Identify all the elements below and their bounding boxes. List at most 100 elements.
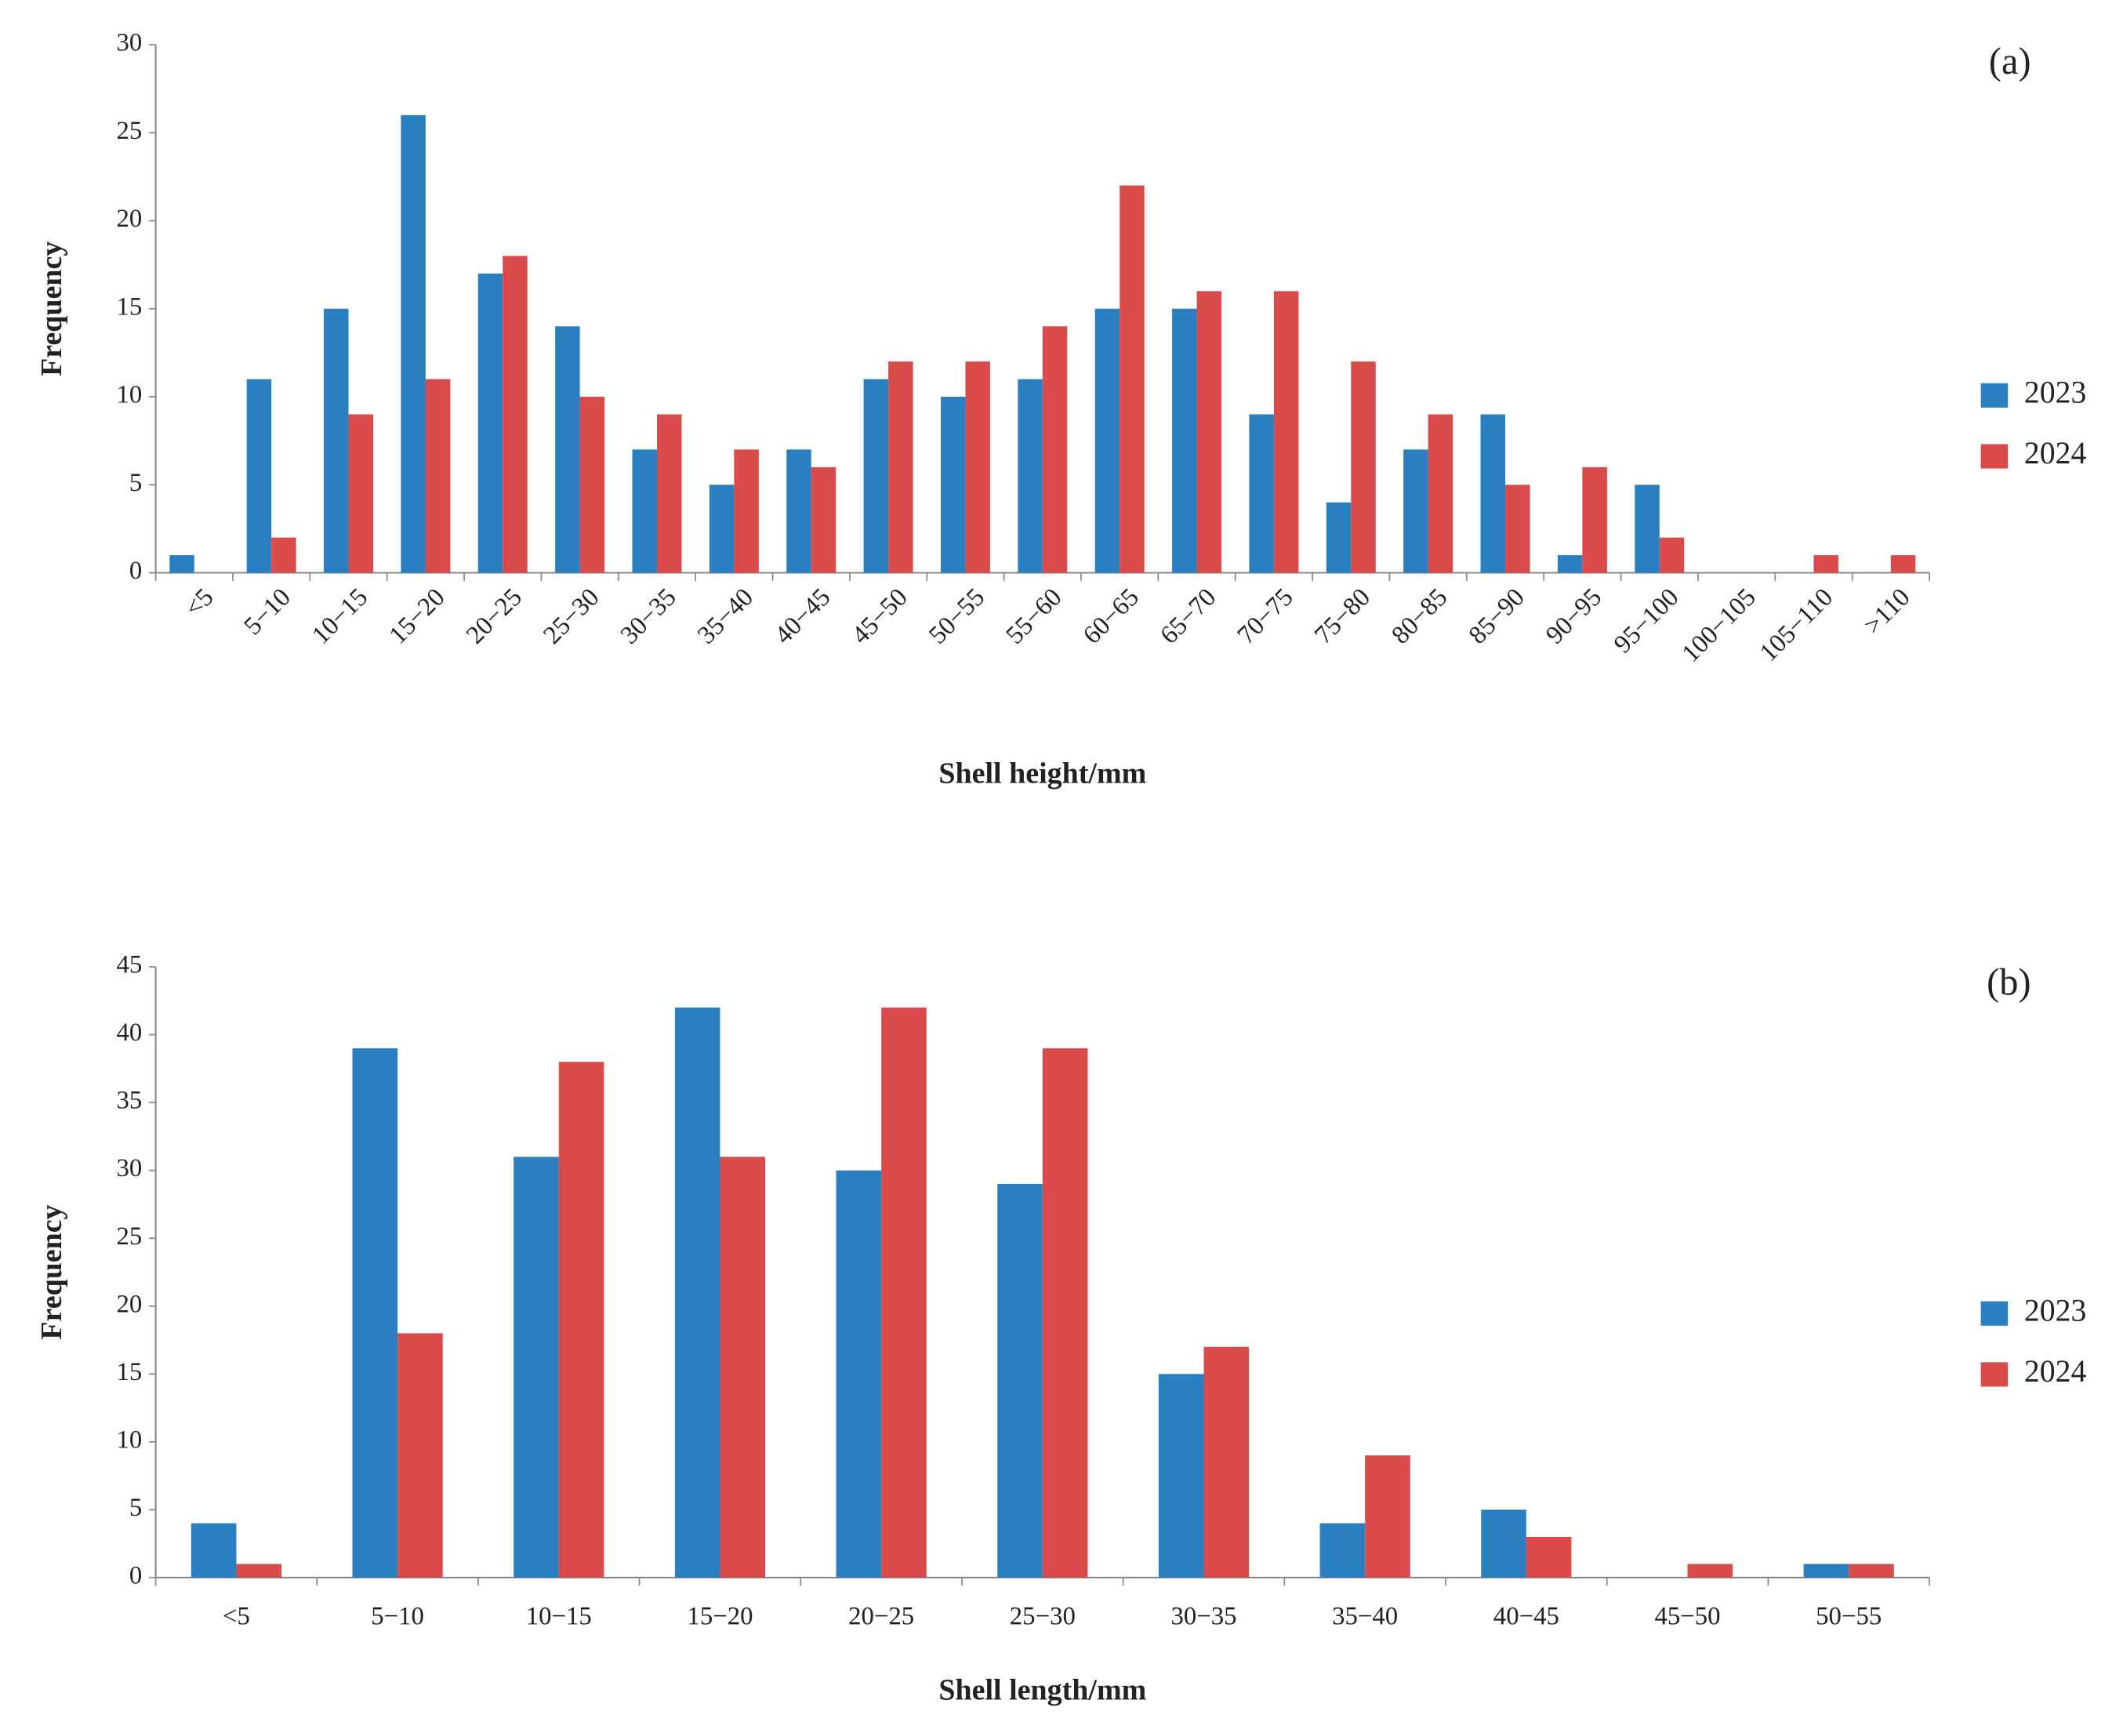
x-tick-label: 5−10 bbox=[371, 1602, 424, 1630]
x-tick-label: 95−100 bbox=[1609, 583, 1685, 659]
bar bbox=[1635, 485, 1660, 573]
x-tick-label: 20−25 bbox=[461, 583, 528, 650]
legend-label: 2023 bbox=[2024, 375, 2086, 409]
bar bbox=[503, 256, 528, 573]
x-tick-label: <5 bbox=[180, 583, 219, 623]
bar bbox=[1351, 361, 1376, 573]
bar bbox=[888, 361, 913, 573]
bar bbox=[348, 414, 374, 573]
bar bbox=[709, 485, 735, 573]
x-tick-label: 40−45 bbox=[770, 583, 836, 650]
bar bbox=[811, 467, 836, 573]
y-tick-label: 10 bbox=[117, 1425, 143, 1454]
x-axis-title: Shell length/mm bbox=[938, 1673, 1146, 1706]
bar bbox=[1158, 1374, 1204, 1578]
y-tick-label: 20 bbox=[117, 1290, 143, 1318]
bar bbox=[863, 379, 889, 573]
x-tick-label: 5−10 bbox=[239, 583, 296, 641]
x-tick-label: 10−15 bbox=[526, 1602, 592, 1630]
x-tick-label: 15−20 bbox=[687, 1602, 753, 1630]
x-tick-label: 55−60 bbox=[1001, 583, 1068, 650]
y-tick-label: 30 bbox=[117, 29, 143, 57]
bar bbox=[656, 414, 682, 573]
y-tick-label: 15 bbox=[117, 1358, 143, 1386]
bar bbox=[1326, 502, 1352, 573]
bar bbox=[1428, 414, 1453, 573]
bar bbox=[1365, 1455, 1410, 1578]
y-tick-label: 0 bbox=[129, 557, 142, 585]
bar bbox=[555, 326, 580, 573]
bar bbox=[881, 1007, 927, 1578]
x-tick-label: 25−30 bbox=[1010, 1602, 1076, 1630]
bar bbox=[940, 397, 966, 573]
bar bbox=[836, 1170, 882, 1578]
bar bbox=[632, 449, 657, 573]
bar bbox=[352, 1048, 398, 1578]
bar bbox=[1273, 291, 1299, 573]
bar bbox=[1813, 555, 1838, 573]
x-tick-label: 70−75 bbox=[1232, 583, 1299, 650]
x-tick-label: 30−35 bbox=[615, 583, 682, 650]
x-tick-label: >110 bbox=[1859, 583, 1915, 640]
bar bbox=[1803, 1563, 1849, 1578]
x-axis-title: Shell height/mm bbox=[938, 757, 1146, 790]
bar bbox=[1403, 449, 1428, 573]
bar bbox=[1890, 555, 1916, 573]
bar bbox=[1094, 308, 1120, 573]
bar bbox=[1120, 185, 1145, 573]
legend-label: 2024 bbox=[2024, 1354, 2087, 1389]
x-tick-label: 50−55 bbox=[1816, 1602, 1882, 1630]
bar bbox=[1687, 1563, 1733, 1578]
y-tick-label: 25 bbox=[117, 117, 143, 145]
bar bbox=[1196, 291, 1222, 573]
bar bbox=[271, 537, 296, 573]
bar bbox=[324, 308, 349, 573]
legend-swatch bbox=[1980, 444, 2009, 469]
x-tick-label: 35−40 bbox=[1332, 1602, 1398, 1630]
y-axis-title: Frequency bbox=[35, 242, 68, 376]
bar bbox=[1582, 467, 1607, 573]
legend-label: 2024 bbox=[2024, 436, 2087, 470]
x-tick-label: 30−35 bbox=[1170, 1602, 1236, 1630]
x-tick-label: 20−25 bbox=[848, 1602, 914, 1630]
bar bbox=[786, 449, 811, 573]
bar bbox=[1505, 485, 1530, 573]
x-tick-label: 105−110 bbox=[1755, 583, 1838, 667]
bar bbox=[1849, 1563, 1894, 1578]
x-tick-label: 40−45 bbox=[1493, 1602, 1559, 1630]
x-tick-label: 25−30 bbox=[538, 583, 604, 650]
bar bbox=[558, 1062, 604, 1578]
y-tick-label: 35 bbox=[117, 1087, 143, 1115]
x-tick-label: 90−95 bbox=[1541, 583, 1607, 650]
bar bbox=[1557, 555, 1583, 573]
panel-label: (b) bbox=[1987, 961, 2030, 1003]
x-tick-label: 60−65 bbox=[1078, 583, 1145, 650]
bar bbox=[720, 1157, 766, 1578]
x-tick-label: 100−105 bbox=[1677, 583, 1762, 668]
bar bbox=[477, 273, 503, 573]
bar bbox=[425, 379, 451, 573]
bar bbox=[1526, 1537, 1572, 1578]
x-tick-label: 75−80 bbox=[1309, 583, 1376, 650]
y-tick-label: 25 bbox=[117, 1222, 143, 1251]
bar bbox=[1659, 537, 1685, 573]
x-tick-label: 85−90 bbox=[1464, 583, 1530, 650]
bar bbox=[1481, 1509, 1526, 1578]
legend-swatch bbox=[1980, 1362, 2009, 1387]
x-tick-label: 15−20 bbox=[384, 583, 451, 650]
x-tick-label: 10−15 bbox=[307, 583, 373, 650]
bar bbox=[1042, 326, 1068, 573]
y-tick-label: 5 bbox=[129, 1494, 142, 1522]
bar bbox=[579, 397, 605, 573]
x-tick-label: <5 bbox=[223, 1602, 250, 1630]
y-tick-label: 15 bbox=[117, 292, 143, 321]
x-tick-label: 65−70 bbox=[1155, 583, 1221, 650]
panel-label: (a) bbox=[1989, 41, 2031, 82]
legend-swatch bbox=[1980, 1301, 2009, 1326]
bar bbox=[734, 449, 759, 573]
bar bbox=[1018, 379, 1043, 573]
bar bbox=[514, 1157, 559, 1578]
y-tick-label: 45 bbox=[117, 951, 143, 979]
bar bbox=[674, 1007, 720, 1578]
